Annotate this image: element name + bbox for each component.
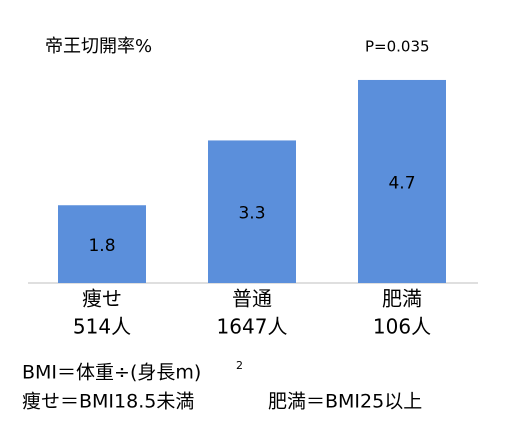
x-tick-count: 514人 (73, 315, 131, 339)
data-label: 4.7 (388, 173, 415, 193)
annotation: P=0.035 (365, 38, 430, 56)
x-tick-count: 1647人 (217, 315, 288, 339)
note-superscript: 2 (236, 359, 243, 372)
x-tick-count: 106人 (373, 315, 431, 339)
x-tick-label: 普通 (232, 287, 272, 311)
note: 肥満＝BMI25以上 (268, 391, 422, 413)
note: 痩せ＝BMI18.5未満 (22, 391, 194, 413)
data-label: 3.3 (238, 204, 265, 224)
note: BMI＝体重÷(身長m) (22, 362, 201, 384)
x-tick-label: 痩せ (82, 287, 122, 311)
bar (208, 140, 296, 283)
chart-title: 帝王切開率% (45, 36, 152, 57)
bar (58, 205, 146, 283)
x-tick-label: 肥満 (382, 287, 422, 311)
data-label: 1.8 (88, 236, 115, 256)
bar (358, 79, 446, 284)
